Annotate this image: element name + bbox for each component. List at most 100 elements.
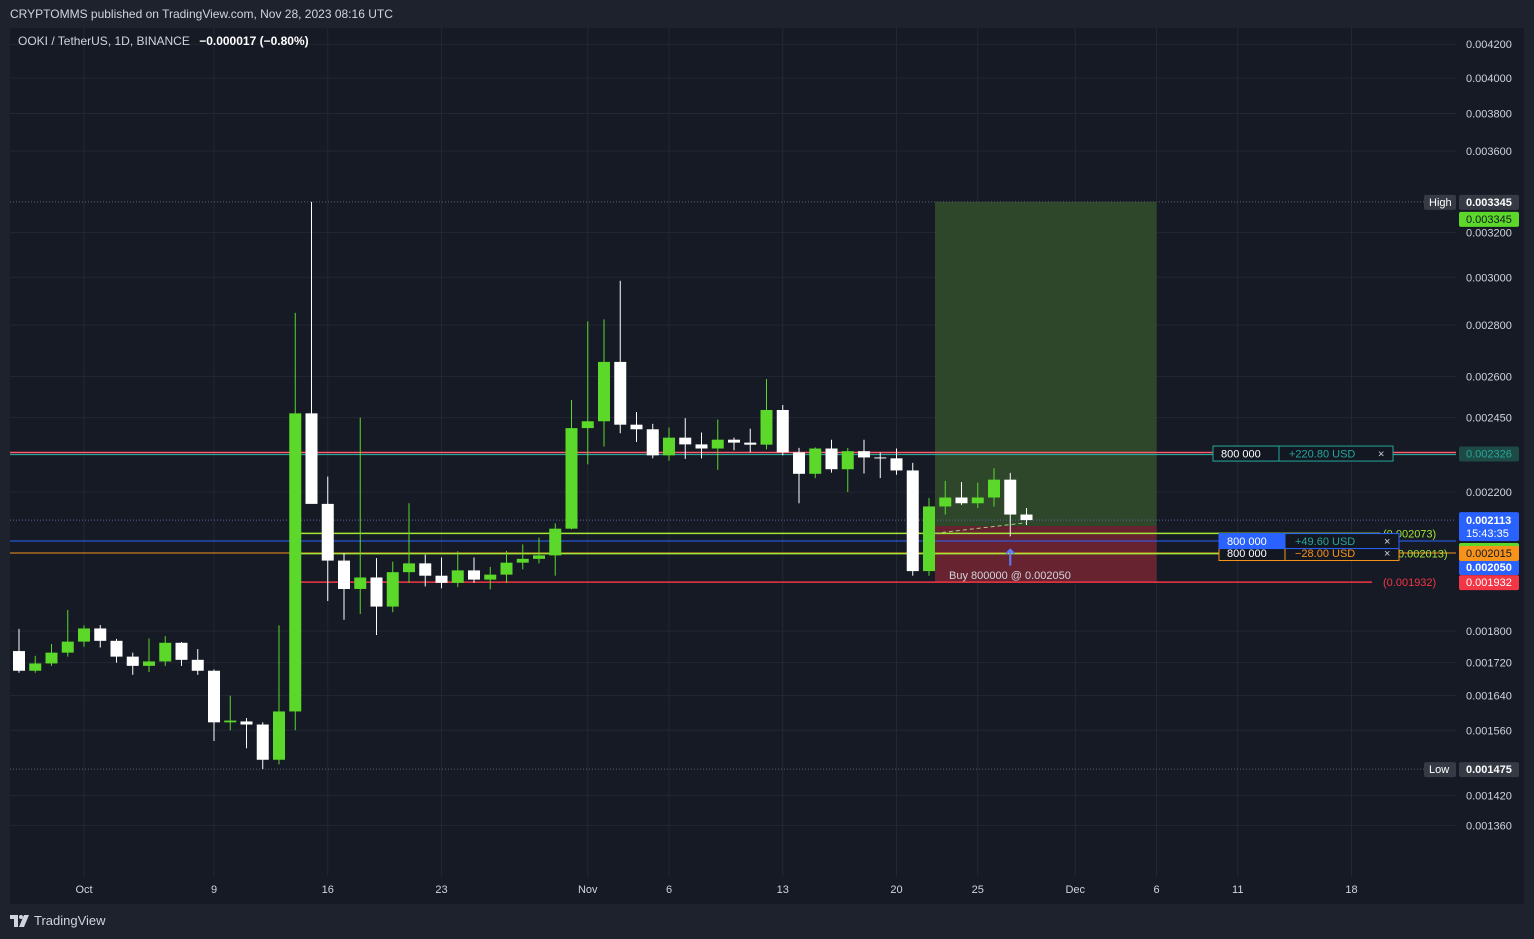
candle-body[interactable]: [468, 570, 480, 580]
candle-body[interactable]: [305, 413, 318, 504]
profit-zone[interactable]: [935, 201, 1157, 527]
candle-body[interactable]: [175, 642, 188, 660]
candle-body[interactable]: [679, 437, 692, 445]
candle-body[interactable]: [370, 577, 383, 607]
candle-body[interactable]: [126, 656, 139, 666]
x-tick-label: 6: [666, 884, 672, 896]
candle-body[interactable]: [630, 424, 643, 430]
take-profit-value: 0.002326: [1466, 449, 1512, 461]
candle-body[interactable]: [971, 497, 984, 504]
candle-body[interactable]: [906, 470, 919, 572]
candle-body[interactable]: [565, 428, 578, 529]
y-tick-label: 0.004200: [1466, 39, 1512, 51]
candle-body[interactable]: [744, 442, 757, 445]
orange-tag: [1459, 545, 1519, 561]
candle-body[interactable]: [776, 409, 789, 453]
candle-body[interactable]: [240, 721, 253, 725]
high-tag: [1459, 194, 1519, 210]
candle-body[interactable]: [289, 413, 302, 712]
candle-body[interactable]: [208, 670, 220, 723]
candle-body[interactable]: [760, 409, 773, 445]
x-tick-label: 18: [1345, 884, 1357, 896]
candle-body[interactable]: [1004, 479, 1017, 515]
tradingview-logo[interactable]: TradingView: [10, 913, 106, 928]
candle-body[interactable]: [793, 452, 805, 474]
candle-body[interactable]: [110, 640, 123, 657]
candle-body[interactable]: [484, 574, 497, 580]
candle-body[interactable]: [159, 642, 172, 662]
candle-body[interactable]: [939, 497, 952, 507]
candle-body[interactable]: [354, 577, 367, 589]
tp-order-qty-box[interactable]: [1212, 445, 1280, 462]
current-price-value: 0.002113: [1466, 515, 1511, 527]
candle-body[interactable]: [988, 479, 1000, 498]
candle-body[interactable]: [549, 528, 562, 556]
target-top-value: 0.003345: [1466, 214, 1512, 226]
candle-body[interactable]: [386, 572, 399, 607]
candle-body[interactable]: [403, 563, 415, 573]
candle-body[interactable]: [191, 659, 204, 671]
close-icon[interactable]: ×: [1378, 449, 1384, 461]
candle-body[interactable]: [1020, 514, 1033, 521]
x-tick-label: 23: [435, 884, 447, 896]
y-tick-label: 0.002450: [1466, 413, 1512, 425]
x-tick-label: Oct: [75, 884, 92, 896]
y-tick-label: 0.001800: [1466, 626, 1512, 638]
candle-body[interactable]: [94, 628, 107, 641]
symbol-pair[interactable]: OOKI / TetherUS, 1D, BINANCE: [18, 34, 190, 48]
stop-value: 0.001932: [1466, 577, 1512, 589]
candle-body[interactable]: [61, 641, 74, 653]
candle-body[interactable]: [728, 439, 740, 443]
candle-body[interactable]: [419, 563, 432, 576]
candle-body[interactable]: [825, 448, 838, 470]
candle-body[interactable]: [663, 437, 675, 456]
candle-body[interactable]: [435, 575, 448, 583]
low-caption-box: [1424, 762, 1456, 778]
stop-tag: [1459, 575, 1519, 591]
x-tick-label: 9: [211, 884, 217, 896]
candle-body[interactable]: [614, 361, 627, 425]
candle-body[interactable]: [598, 361, 610, 422]
candle-body[interactable]: [143, 661, 155, 666]
candle-body[interactable]: [955, 497, 968, 504]
y-tick-label: 0.002600: [1466, 371, 1512, 383]
candle-body[interactable]: [809, 448, 822, 474]
close-icon[interactable]: ×: [1384, 536, 1390, 548]
green-lower-label: 0.002013): [1398, 549, 1448, 561]
y-tick-label: 0.003600: [1466, 146, 1512, 158]
candle-body[interactable]: [533, 555, 545, 559]
entry-blue-tag: [1459, 560, 1519, 576]
candle-body[interactable]: [581, 421, 594, 429]
candle-body[interactable]: [500, 562, 513, 575]
candle-body[interactable]: [256, 724, 269, 760]
candle-body[interactable]: [224, 720, 237, 723]
candle-body[interactable]: [13, 651, 25, 671]
candle-body[interactable]: [45, 652, 58, 664]
close-icon[interactable]: ×: [1384, 548, 1390, 560]
candle-body[interactable]: [858, 451, 870, 458]
sl-order-pnl: −28.00 USD: [1295, 548, 1355, 560]
y-tick-label: 0.002200: [1466, 487, 1512, 499]
candle-body[interactable]: [923, 506, 935, 572]
candle-body[interactable]: [711, 439, 724, 449]
sl-order-qty: 800 000: [1227, 548, 1267, 560]
candle-body[interactable]: [78, 628, 90, 642]
entry-order-qty-box[interactable]: [1218, 533, 1286, 550]
candle-body[interactable]: [321, 503, 334, 561]
candle-body[interactable]: [338, 560, 350, 589]
publisher-info: CRYPTOMMS published on TradingView.com, …: [10, 7, 393, 21]
candle-body[interactable]: [451, 570, 464, 583]
x-tick-label: 25: [972, 884, 984, 896]
top-bar: CRYPTOMMS published on TradingView.com, …: [0, 0, 1534, 28]
candle-body[interactable]: [29, 663, 42, 671]
high-caption: High: [1429, 197, 1452, 209]
candle-body[interactable]: [890, 458, 903, 471]
candle-body[interactable]: [273, 711, 285, 760]
candle-body[interactable]: [841, 451, 854, 470]
y-tick-label: 0.001720: [1466, 658, 1512, 670]
candle-body[interactable]: [695, 444, 708, 449]
candle-body[interactable]: [874, 457, 887, 459]
candle-body[interactable]: [646, 429, 659, 456]
candle-body[interactable]: [516, 558, 529, 563]
